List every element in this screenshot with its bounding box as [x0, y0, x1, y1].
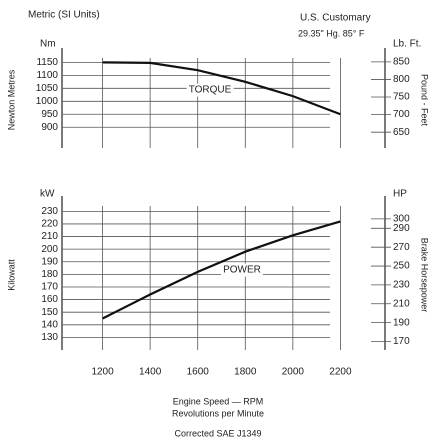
y-tick-label: 1100 [36, 70, 58, 81]
y2-axis-title: Brake Horsepower [420, 238, 430, 313]
y-axis-title: Newton Metres [6, 69, 16, 130]
y2-tick-label: 250 [393, 261, 410, 272]
y2-tick-label: 210 [393, 298, 410, 309]
x-tick-label: 1600 [187, 367, 210, 378]
y2-tick-label: 750 [393, 92, 410, 103]
customary-heading: U.S. Customary [300, 13, 371, 24]
y2-unit: HP [393, 189, 407, 200]
x-tick-label: 2200 [329, 367, 352, 378]
y-unit: Nm [40, 39, 56, 50]
y-tick-label: 900 [41, 122, 58, 133]
x-tick-label: 1200 [91, 367, 114, 378]
curve-label-bg [221, 263, 263, 277]
y-tick-label: 160 [41, 294, 58, 305]
y-axis-title: Kilowatt [6, 259, 16, 291]
curve-label: TORQUE [189, 85, 232, 96]
y-tick-label: 210 [41, 231, 58, 242]
y-tick-label: 140 [41, 319, 58, 330]
y-tick-label: 130 [41, 332, 58, 343]
y-tick-label: 180 [41, 269, 58, 280]
x-tick-label: 1400 [139, 367, 162, 378]
y2-tick-label: 170 [393, 336, 410, 347]
y2-tick-label: 700 [393, 109, 410, 120]
y-tick-label: 220 [41, 219, 58, 230]
curve [102, 220, 341, 320]
y2-tick-label: 650 [393, 127, 410, 138]
y2-tick-label: 300 [393, 214, 410, 225]
y2-tick-label: 850 [393, 56, 410, 67]
x-axis-title: Engine Speed — RPM [173, 396, 264, 406]
curve-label-bg [186, 83, 234, 97]
y-unit: kW [40, 189, 55, 200]
y2-axis-title: Pound - Feet [420, 74, 430, 127]
y-tick-label: 230 [41, 206, 58, 217]
x-tick-label: 2000 [282, 367, 305, 378]
y2-tick-label: 230 [393, 280, 410, 291]
y2-tick-label: 290 [393, 223, 410, 234]
y2-tick-label: 190 [393, 317, 410, 328]
note: Corrected SAE J1349 [174, 428, 261, 438]
y-tick-label: 1050 [36, 83, 59, 94]
y2-tick-label: 270 [393, 242, 410, 253]
x-tick-label: 1800 [234, 367, 257, 378]
curve [102, 61, 341, 116]
y2-tick-label: 800 [393, 74, 410, 85]
y2-unit: Lb. Ft. [393, 39, 421, 50]
x-axis-title: Revolutions per Minute [172, 408, 264, 418]
y-tick-label: 150 [41, 307, 58, 318]
metric-heading: Metric (SI Units) [28, 10, 100, 21]
curve-label: POWER [223, 265, 261, 276]
conditions: 29.35" Hg. 85° F [298, 28, 365, 38]
y-tick-label: 170 [41, 282, 58, 293]
y-tick-label: 1000 [36, 96, 59, 107]
y-tick-label: 200 [41, 244, 58, 255]
y-tick-label: 190 [41, 256, 58, 267]
y-tick-label: 1150 [36, 57, 58, 68]
y-tick-label: 950 [41, 109, 58, 120]
